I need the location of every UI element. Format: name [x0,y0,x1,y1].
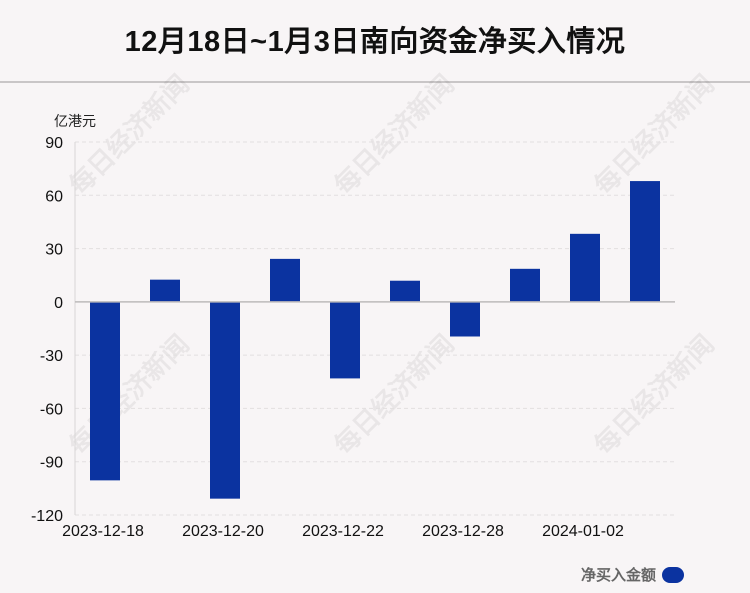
y-tick-label: -120 [31,508,63,525]
y-tick-label: 0 [54,295,63,312]
y-tick-label: -30 [40,348,63,365]
bar [150,279,180,302]
y-tick-label: 60 [45,188,63,205]
x-tick-label: 2023-12-18 [62,523,144,540]
chart-title: 12月18日~1月3日南向资金净买入情况 [124,26,626,58]
bar [390,280,420,302]
bar [330,301,360,379]
legend-swatch [662,566,684,583]
bar [270,258,300,302]
x-tick-label: 2023-12-22 [302,523,384,540]
y-tick-label: 30 [45,242,63,259]
y-axis-unit: 亿港元 [54,113,96,129]
bar [210,301,240,499]
y-tick-label: -60 [40,401,63,418]
x-tick-label: 2024-01-02 [542,523,624,540]
bar [450,301,480,337]
legend: 净买入金额 [581,564,684,585]
legend-label: 净买入金额 [580,567,656,584]
y-tick-label: 90 [45,135,63,152]
title-divider [0,81,750,83]
x-tick-label: 2023-12-28 [422,523,504,540]
x-tick-label: 2023-12-20 [182,523,264,540]
y-tick-label: -90 [40,455,63,472]
bar [510,268,540,302]
bar [630,181,660,302]
bar [570,233,600,302]
bar [90,301,120,481]
